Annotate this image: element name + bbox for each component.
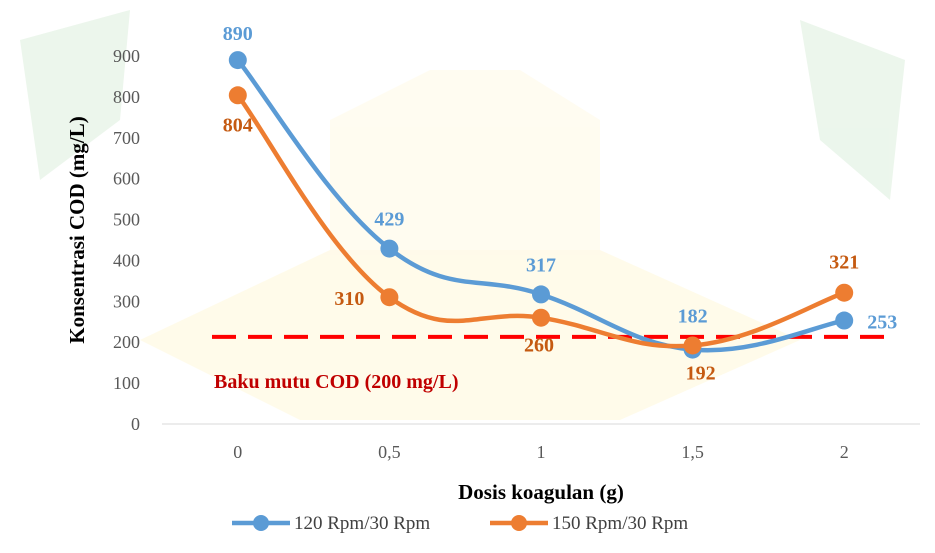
x-tick-label: 0,5 — [378, 442, 401, 462]
series-1-point — [835, 311, 854, 330]
y-tick-label: 500 — [113, 210, 140, 230]
y-tick-label: 100 — [113, 373, 140, 393]
x-tick-label: 1,5 — [681, 442, 704, 462]
legend-label: 120 Rpm/30 Rpm — [294, 513, 430, 534]
series-1-point — [380, 239, 399, 258]
y-tick-label: 900 — [113, 46, 140, 66]
series-2-point — [683, 336, 702, 355]
y-axis-ticks: 0 100 200 300 400 500 600 700 800 900 — [113, 46, 140, 434]
legend-label: 150 Rpm/30 Rpm — [552, 513, 688, 534]
series-2-point — [835, 283, 854, 302]
series-1-data-label: 182 — [678, 306, 708, 328]
series-1-data-label: 317 — [526, 254, 556, 276]
series-line-1 — [235, 57, 847, 353]
series-2-data-label: 260 — [524, 335, 554, 357]
legend-swatch-marker — [253, 515, 269, 531]
series-1-data-label: 890 — [223, 23, 253, 45]
y-tick-label: 300 — [113, 291, 140, 311]
x-tick-label: 2 — [840, 442, 849, 462]
y-tick-label: 0 — [131, 414, 140, 434]
threshold-group: Baku mutu COD (200 mg/L) — [212, 334, 890, 393]
y-tick-label: 600 — [113, 169, 140, 189]
series-2-data-label: 310 — [334, 288, 364, 310]
series-group — [228, 51, 854, 359]
series-1-data-label: 429 — [374, 209, 404, 231]
series-2-data-label: 804 — [223, 114, 253, 136]
data-labels: 890 429 317 182 253 804 310 260 192 321 — [223, 23, 897, 384]
x-axis-title: Dosis koagulan (g) — [458, 480, 624, 504]
legend: 120 Rpm/30 Rpm 150 Rpm/30 Rpm — [232, 513, 688, 534]
series-2-point — [532, 308, 550, 327]
threshold-label: Baku mutu COD (200 mg/L) — [214, 371, 458, 393]
y-tick-label: 400 — [113, 250, 140, 270]
series-1-point — [532, 285, 550, 304]
series-2-data-label: 192 — [686, 362, 716, 384]
y-tick-label: 700 — [113, 128, 140, 148]
x-tick-label: 1 — [537, 442, 546, 462]
x-axis-ticks: 0 0,5 1 1,5 2 — [233, 442, 848, 462]
series-2-point — [228, 86, 247, 105]
series-line-2 — [235, 93, 847, 349]
y-tick-label: 800 — [113, 87, 140, 107]
series-2-data-label: 321 — [829, 252, 859, 274]
series-2-point — [380, 288, 399, 307]
y-axis-title: Konsentrasi COD (mg/L) — [65, 116, 89, 344]
x-tick-label: 0 — [233, 442, 242, 462]
series-1-point — [228, 51, 247, 70]
y-tick-label: 200 — [113, 332, 140, 352]
legend-swatch-marker — [511, 515, 527, 531]
series-1-data-label: 253 — [867, 312, 897, 334]
